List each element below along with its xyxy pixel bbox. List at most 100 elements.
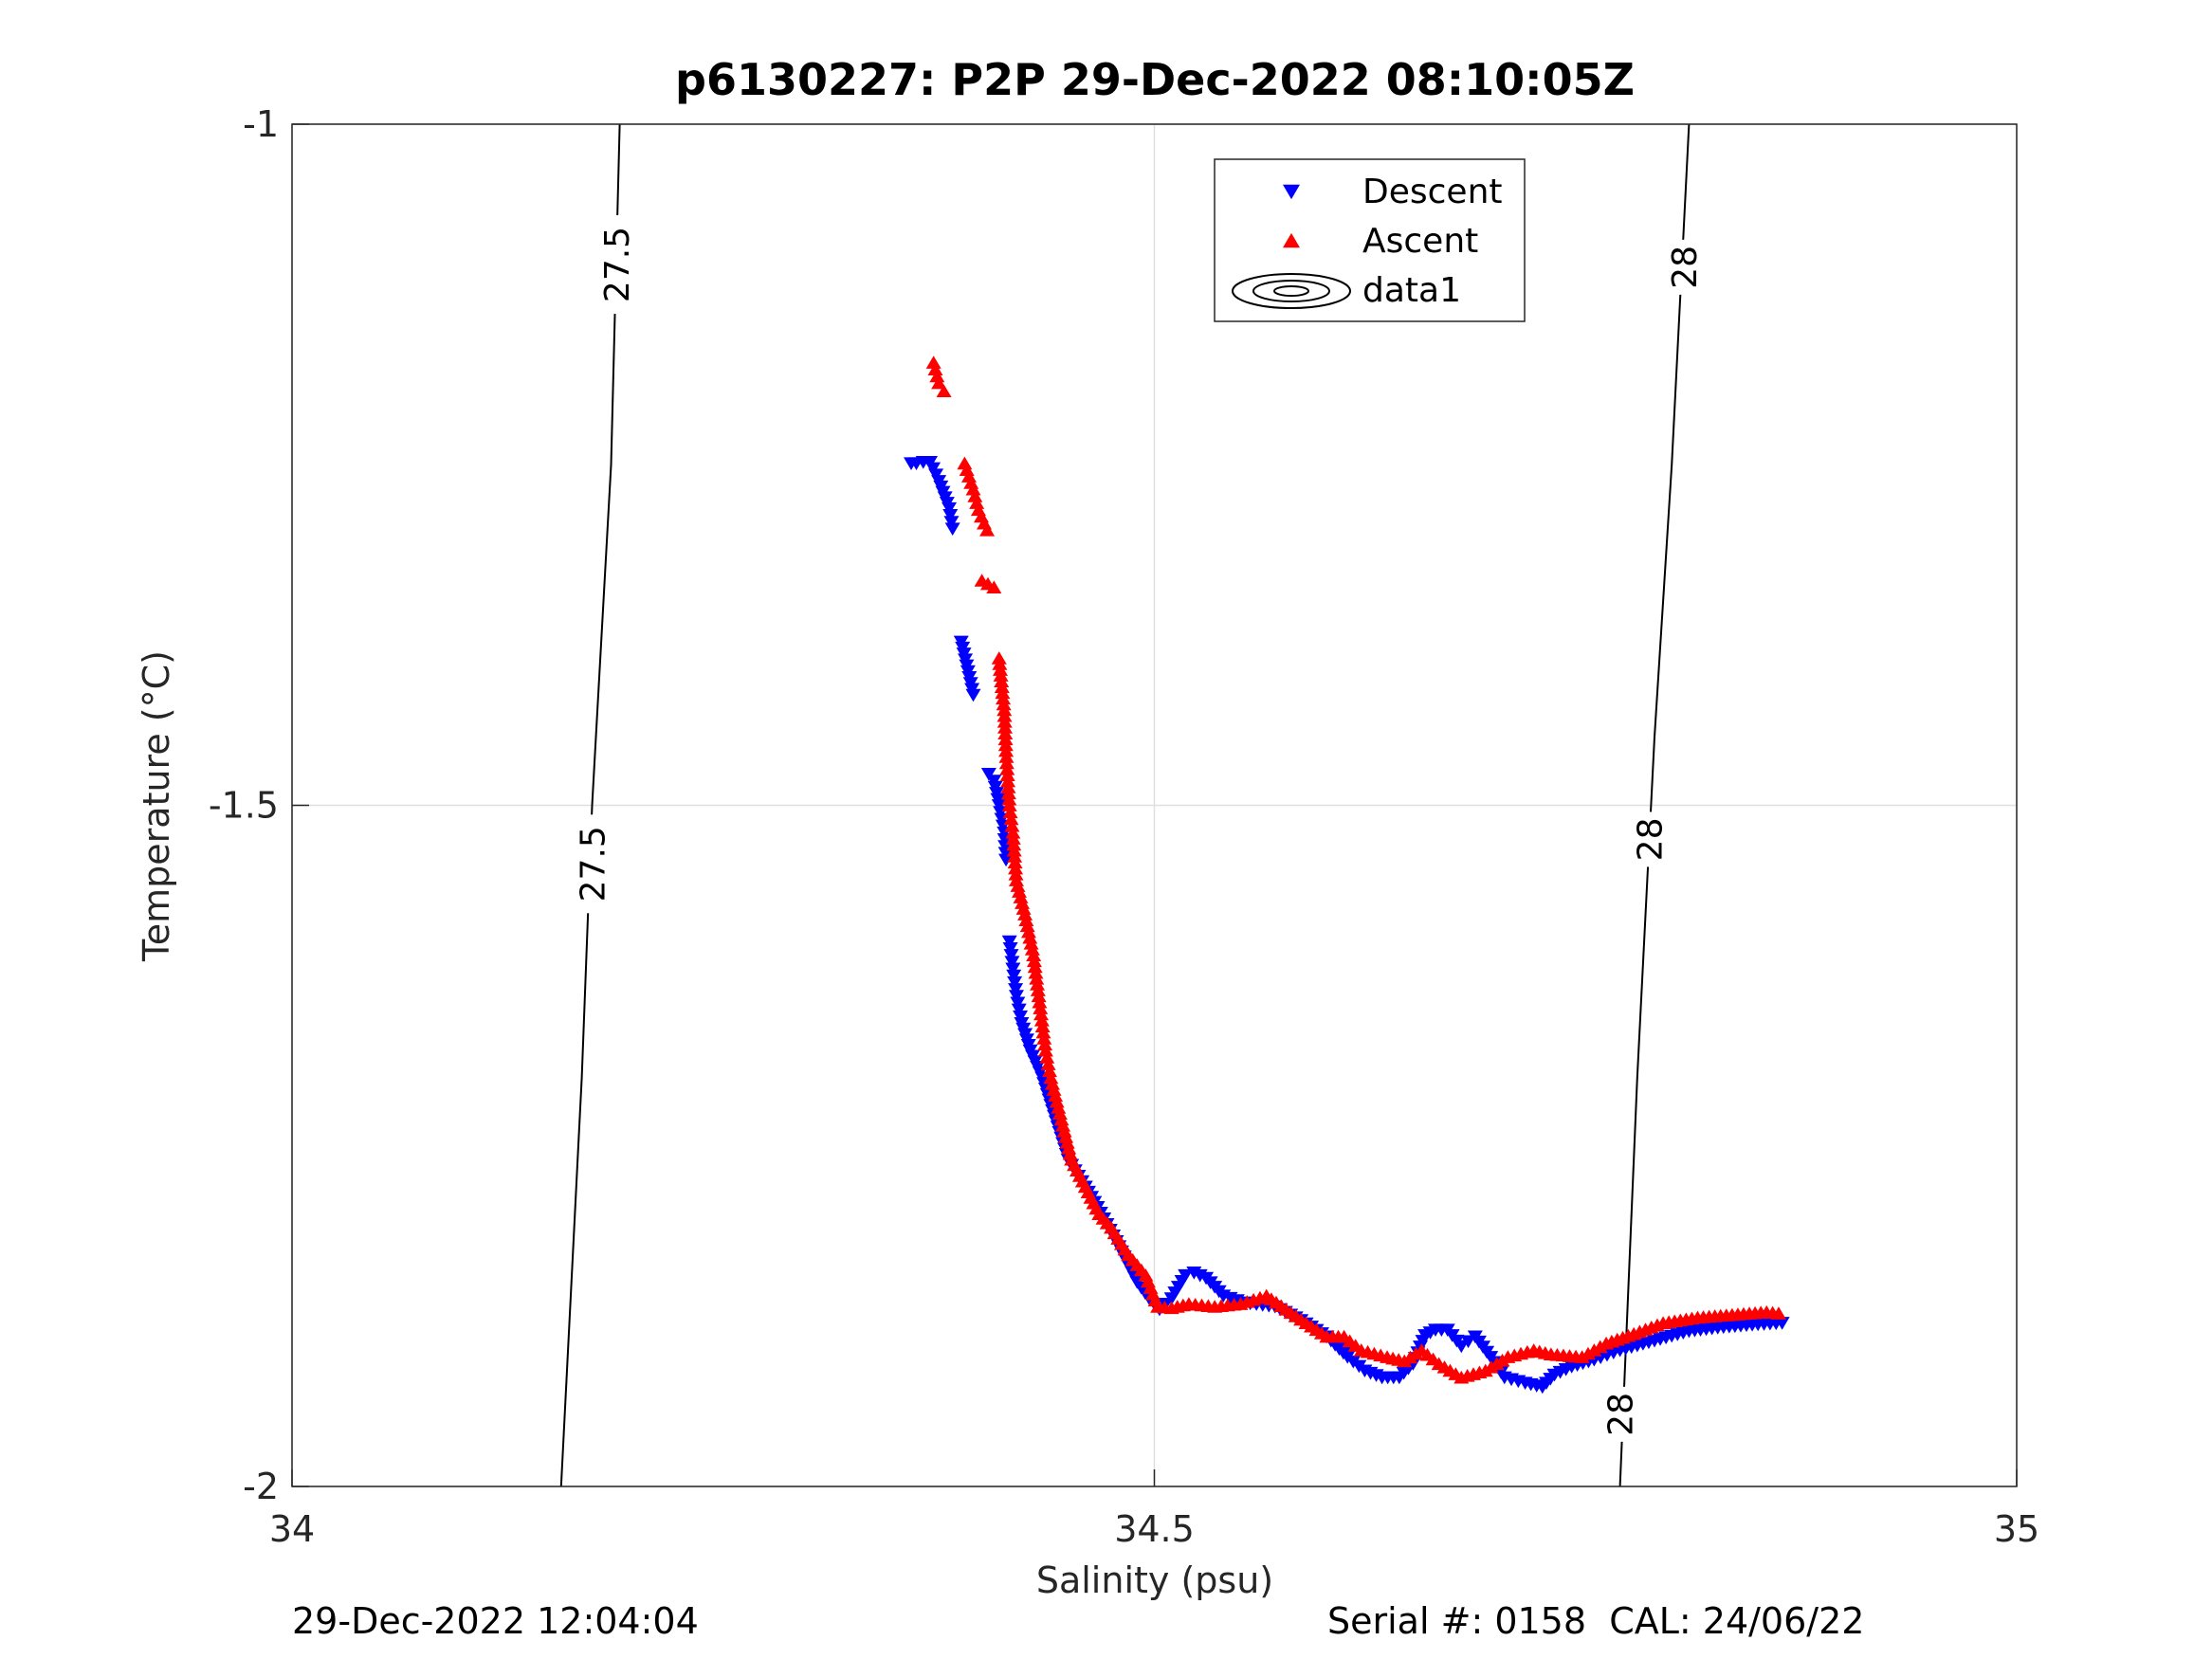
ascent-point	[998, 743, 1015, 757]
y-tick-label: -1.5	[209, 785, 279, 827]
descent-point	[1004, 956, 1020, 969]
ascent-point	[996, 691, 1012, 705]
ascent-point	[986, 580, 1002, 593]
descent-point	[944, 522, 960, 536]
ascent-point	[979, 576, 996, 591]
ascent-point	[1051, 1106, 1068, 1121]
descent-point	[1013, 1010, 1029, 1024]
y-axis-label: Temperature (°C)	[136, 650, 177, 962]
ascent-point	[993, 663, 1009, 676]
ascent-point	[1030, 977, 1046, 991]
footer-date: 29-Dec-2022 12:04:04	[292, 1600, 699, 1642]
ascent-point	[1004, 818, 1020, 832]
ascent-point	[1039, 1050, 1055, 1064]
ascent-point	[1041, 1064, 1057, 1078]
ascent-point	[991, 651, 1007, 665]
legend: Descent Ascent data1	[1214, 158, 1526, 322]
ascent-point	[1053, 1112, 1069, 1126]
ascent-point	[979, 523, 996, 537]
ascent-point	[1036, 1031, 1052, 1045]
ascent-point	[927, 362, 943, 376]
ascent-point	[1027, 959, 1043, 974]
ascent-point	[999, 761, 1015, 775]
x-tick-label: 34	[269, 1508, 315, 1550]
ascent-point	[996, 697, 1012, 711]
ascent-point	[1007, 849, 1023, 863]
ascent-point	[995, 685, 1011, 700]
descent-point	[1008, 990, 1024, 1003]
ascent-point	[1030, 983, 1046, 996]
ascent-point	[1000, 780, 1016, 793]
ascent-point	[1001, 792, 1017, 806]
ascent-point	[1040, 1057, 1056, 1070]
ascent-point	[1020, 924, 1036, 939]
legend-ascent-label: Ascent	[1362, 222, 1478, 261]
ascent-point	[1592, 1340, 1608, 1354]
legend-descent-triangle	[1283, 184, 1300, 200]
ascent-point	[969, 496, 985, 509]
descent-point	[965, 688, 981, 702]
ascent-point	[1010, 879, 1026, 892]
contour-label-bg	[1600, 1386, 1639, 1442]
descent-point	[943, 516, 960, 529]
ascent-point	[1008, 873, 1024, 886]
descent-point	[1006, 969, 1022, 983]
descent-point	[1005, 962, 1021, 976]
ascent-point	[1580, 1346, 1596, 1360]
descent-point	[1003, 949, 1019, 962]
ascent-point	[1008, 861, 1024, 875]
ascent-point	[1012, 884, 1028, 898]
ascent-point	[1026, 948, 1042, 961]
legend-ascent-triangle	[1283, 232, 1300, 248]
contour-label: 28	[1666, 246, 1705, 289]
ascent-point	[925, 356, 941, 369]
descent-point	[941, 501, 958, 516]
ascent-point	[1006, 837, 1022, 851]
ascent-point	[1770, 1306, 1786, 1320]
ascent-point	[1024, 942, 1040, 956]
ascent-point	[1034, 1019, 1051, 1033]
x-tick-label: 34.5	[1114, 1508, 1195, 1550]
descent-point	[980, 768, 996, 781]
descent-point	[1178, 1268, 1194, 1283]
ascent-point	[1051, 1101, 1067, 1114]
legend-descent-marker	[1283, 184, 1300, 200]
ascent-point	[1026, 954, 1042, 968]
legend-contour-label: data1	[1362, 271, 1461, 310]
ascent-point	[1061, 1140, 1077, 1155]
contour-label-bg	[1664, 239, 1703, 295]
descent-point	[1011, 1003, 1027, 1017]
descent-point	[1001, 935, 1017, 949]
ascent-point	[992, 657, 1008, 670]
ascent-point	[1022, 930, 1038, 944]
ascent-point	[1037, 1043, 1053, 1057]
ascent-point	[1055, 1118, 1071, 1132]
ascent-point	[1015, 896, 1031, 909]
ascent-point	[993, 668, 1009, 682]
descent-point	[1002, 941, 1018, 956]
ascent-point	[998, 756, 1015, 770]
ascent-point	[994, 680, 1010, 694]
ascent-point	[1005, 826, 1021, 839]
ascent-point	[998, 750, 1015, 763]
ascent-point	[1000, 786, 1016, 800]
ascent-point	[1033, 1001, 1049, 1014]
contour-label: 27.5	[598, 227, 637, 302]
ascent-point	[1017, 907, 1033, 921]
legend-box	[1214, 158, 1526, 322]
contour-label-bg	[573, 814, 612, 914]
contour-label: 28	[1632, 818, 1671, 862]
ascent-point	[1002, 805, 1018, 819]
isopycnal-27.5	[559, 123, 621, 1487]
ascent-point	[1046, 1083, 1062, 1096]
legend-contour-icon	[1232, 273, 1351, 309]
ascent-point	[1044, 1076, 1060, 1090]
ascent-point	[1019, 919, 1035, 933]
legend-ascent-marker	[1283, 232, 1300, 248]
legend-descent-label: Descent	[1362, 173, 1503, 211]
isopycnal-28	[1618, 123, 1691, 1487]
descent-point	[1008, 983, 1024, 996]
y-tick-label: -2	[243, 1466, 279, 1507]
ascent-point	[936, 384, 952, 398]
